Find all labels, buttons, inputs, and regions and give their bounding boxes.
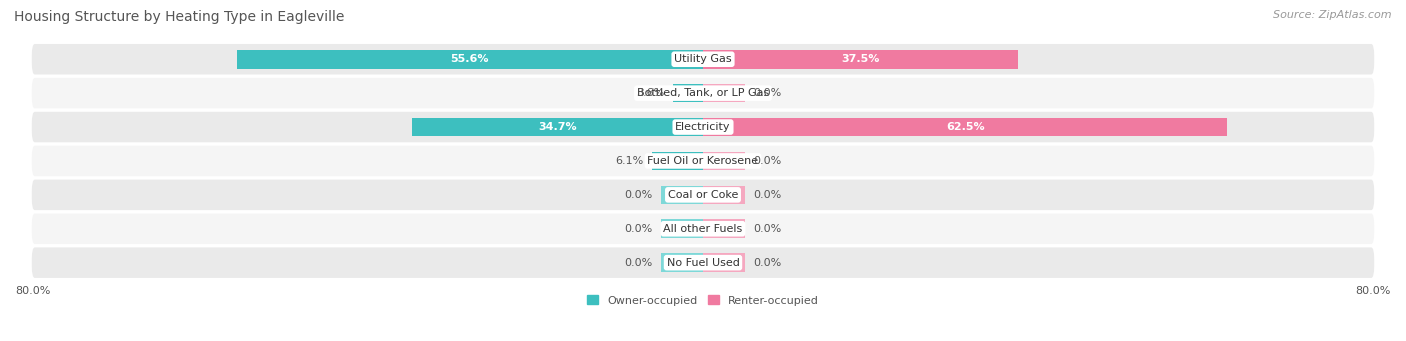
Bar <box>673 84 703 102</box>
Text: 80.0%: 80.0% <box>1355 286 1391 296</box>
Text: Utility Gas: Utility Gas <box>675 54 731 64</box>
Text: 0.0%: 0.0% <box>624 258 652 268</box>
Text: 62.5%: 62.5% <box>946 122 984 132</box>
FancyBboxPatch shape <box>32 180 1374 210</box>
FancyBboxPatch shape <box>32 213 1374 244</box>
Bar <box>703 84 745 102</box>
Text: Bottled, Tank, or LP Gas: Bottled, Tank, or LP Gas <box>637 88 769 98</box>
Text: 6.1%: 6.1% <box>616 156 644 166</box>
Text: 37.5%: 37.5% <box>841 54 880 64</box>
Text: 0.0%: 0.0% <box>754 224 782 234</box>
Text: All other Fuels: All other Fuels <box>664 224 742 234</box>
Bar <box>703 186 745 204</box>
FancyBboxPatch shape <box>32 146 1374 176</box>
Text: Source: ZipAtlas.com: Source: ZipAtlas.com <box>1274 10 1392 20</box>
FancyBboxPatch shape <box>32 44 1374 74</box>
Bar <box>703 152 745 170</box>
Text: 0.0%: 0.0% <box>754 156 782 166</box>
FancyBboxPatch shape <box>32 78 1374 108</box>
Text: No Fuel Used: No Fuel Used <box>666 258 740 268</box>
Text: 3.6%: 3.6% <box>636 88 665 98</box>
Text: Coal or Coke: Coal or Coke <box>668 190 738 200</box>
Bar <box>703 118 1227 136</box>
Text: 0.0%: 0.0% <box>754 258 782 268</box>
Text: 0.0%: 0.0% <box>624 224 652 234</box>
Legend: Owner-occupied, Renter-occupied: Owner-occupied, Renter-occupied <box>582 291 824 310</box>
Text: 34.7%: 34.7% <box>538 122 576 132</box>
Bar <box>703 253 745 272</box>
Bar <box>652 152 703 170</box>
Bar <box>703 220 745 238</box>
Bar <box>236 50 703 69</box>
Text: 0.0%: 0.0% <box>624 190 652 200</box>
Bar <box>661 220 703 238</box>
Text: 0.0%: 0.0% <box>754 88 782 98</box>
Text: Fuel Oil or Kerosene: Fuel Oil or Kerosene <box>647 156 759 166</box>
Text: Housing Structure by Heating Type in Eagleville: Housing Structure by Heating Type in Eag… <box>14 10 344 24</box>
Text: 80.0%: 80.0% <box>15 286 51 296</box>
Bar <box>661 253 703 272</box>
Bar <box>661 186 703 204</box>
Text: 0.0%: 0.0% <box>754 190 782 200</box>
FancyBboxPatch shape <box>32 112 1374 142</box>
Text: 55.6%: 55.6% <box>450 54 489 64</box>
Bar <box>412 118 703 136</box>
Bar <box>703 50 1018 69</box>
FancyBboxPatch shape <box>32 248 1374 278</box>
Text: Electricity: Electricity <box>675 122 731 132</box>
